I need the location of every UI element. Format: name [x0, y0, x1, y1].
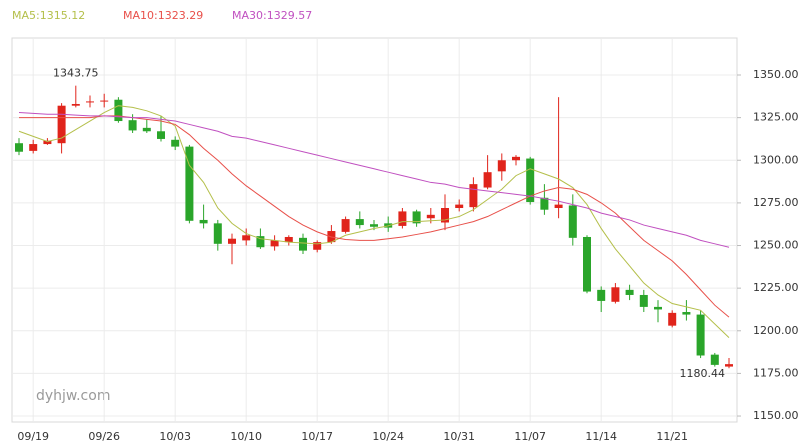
candle-body [86, 101, 94, 103]
y-tick-label: 1325.00 [753, 111, 799, 124]
x-tick-label: 10/24 [372, 430, 404, 443]
candle-body [15, 143, 23, 152]
ma-line [18, 105, 730, 338]
candle-body [554, 204, 563, 209]
ma-line [18, 112, 730, 248]
legend-item: MA10:1323.29 [123, 9, 203, 22]
x-tick-label: 09/19 [17, 430, 49, 443]
y-tick-label: 1275.00 [753, 196, 799, 209]
candle-body [157, 131, 165, 139]
x-tick-label: 11/14 [585, 430, 617, 443]
y-tick-label: 1200.00 [753, 324, 799, 337]
ma-line [19, 115, 730, 318]
candle-body [710, 354, 719, 365]
candle-body [199, 219, 208, 224]
candle-body [370, 224, 378, 227]
candle-body [441, 208, 449, 223]
candle-body [29, 144, 38, 151]
candle-body [696, 314, 705, 356]
candle-body [355, 219, 364, 226]
candle-body [682, 312, 691, 315]
watermark: dyhjw.com [36, 388, 110, 404]
x-tick-label: 10/03 [159, 430, 191, 443]
candle-body [668, 312, 677, 326]
candle-body [426, 214, 435, 219]
candle-body [341, 219, 350, 232]
candle-body [526, 158, 535, 203]
candle-body [185, 146, 194, 221]
annotation: 1343.75 [53, 67, 99, 80]
x-tick-label: 10/10 [230, 430, 262, 443]
candle-body [625, 289, 634, 295]
candle-body [611, 287, 620, 302]
candle-body [597, 289, 606, 301]
candle-body [57, 105, 66, 144]
candle-body [469, 184, 478, 208]
candle-body [654, 306, 662, 310]
candle-body [583, 236, 591, 292]
candle-body [639, 294, 648, 307]
candle-body [313, 242, 322, 250]
candle-body [512, 156, 520, 161]
candle-body [497, 160, 506, 172]
x-tick-label: 11/21 [656, 430, 688, 443]
candle-body [299, 237, 307, 251]
candle-body [114, 99, 123, 122]
candle-body [270, 240, 279, 247]
candle-body [242, 235, 251, 241]
y-tick-label: 1250.00 [753, 239, 799, 252]
legend-item: MA30:1329.57 [232, 9, 312, 22]
candle-body [455, 204, 464, 209]
y-tick-label: 1350.00 [753, 68, 799, 81]
candle-body [483, 172, 492, 188]
y-tick-label: 1150.00 [753, 409, 799, 422]
x-tick-label: 09/26 [88, 430, 120, 443]
candle-body [100, 100, 109, 102]
plot-frame [11, 37, 738, 423]
candle-body [128, 120, 137, 131]
candle-body [725, 364, 733, 367]
y-tick-label: 1300.00 [753, 153, 799, 166]
annotation: 1180.44 [680, 367, 726, 380]
legend-item: MA5:1315.12 [12, 9, 85, 22]
x-tick-label: 10/17 [301, 430, 333, 443]
candle-body [256, 236, 265, 248]
candle-body [540, 197, 549, 210]
candle-body [43, 140, 52, 145]
candle-body [412, 211, 421, 224]
x-tick-label: 11/07 [514, 430, 546, 443]
candle-body [568, 205, 577, 238]
candle-body [284, 236, 293, 243]
candle-body [71, 103, 80, 106]
y-tick-label: 1225.00 [753, 281, 799, 294]
candle-body [398, 211, 407, 226]
y-tick-label: 1175.00 [753, 366, 799, 379]
candle-body [228, 238, 236, 244]
candle-body [142, 127, 151, 132]
candle-body [171, 139, 180, 147]
candle-body [213, 223, 222, 244]
x-tick-label: 10/31 [443, 430, 475, 443]
